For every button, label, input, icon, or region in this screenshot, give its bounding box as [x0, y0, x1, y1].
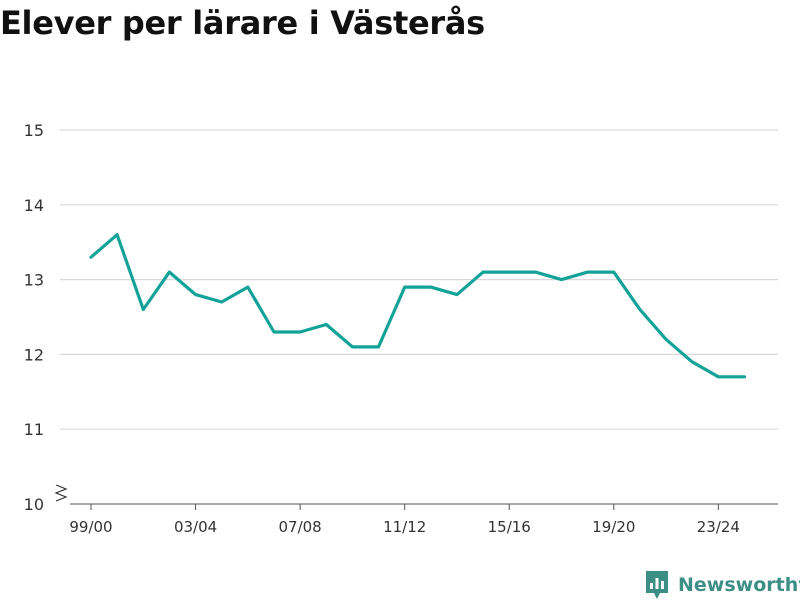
brand: Newsworthy — [644, 568, 800, 602]
data-point — [115, 233, 119, 236]
data-point — [508, 270, 511, 274]
y-tick-label: 10 — [24, 495, 44, 514]
data-point — [717, 375, 720, 379]
data-point — [194, 293, 197, 296]
x-tick-label: 15/16 — [488, 518, 531, 536]
y-axis: 10 11 12 13 14 15 — [24, 121, 44, 514]
data-point — [377, 345, 380, 349]
data-point — [691, 360, 694, 364]
data-point — [455, 293, 459, 296]
data-point — [142, 308, 145, 311]
x-tick-label: 11/12 — [383, 518, 426, 536]
data-point — [168, 270, 171, 274]
data-point — [220, 300, 223, 304]
data-point — [586, 270, 589, 274]
data-point — [664, 338, 668, 341]
x-tick-label: 03/04 — [174, 518, 217, 536]
data-point — [534, 270, 537, 274]
y-tick-label: 12 — [24, 345, 44, 364]
x-tick-label: 19/20 — [592, 518, 635, 536]
brand-name: Newsworthy — [678, 574, 800, 596]
series-group — [89, 233, 747, 379]
data-point — [612, 270, 615, 274]
x-tick-label: 99/00 — [69, 518, 112, 536]
x-tick-label: 07/08 — [279, 518, 322, 536]
data-point — [325, 323, 328, 326]
data-point — [743, 375, 746, 379]
data-point — [638, 308, 642, 311]
x-tick-label: 23/24 — [697, 518, 740, 536]
data-point — [246, 285, 250, 289]
data-point — [89, 255, 93, 259]
y-tick-label: 14 — [24, 196, 44, 215]
gridlines — [60, 129, 778, 430]
data-point — [403, 285, 406, 289]
data-point — [272, 330, 276, 334]
data-point — [298, 330, 302, 334]
x-axis: 99/00 03/04 07/08 11/12 15/16 19/20 23/24 — [54, 484, 778, 536]
chart-title: Elever per lärare i Västerås — [0, 4, 485, 42]
axis-break-icon — [54, 484, 68, 502]
y-tick-label: 13 — [24, 271, 44, 290]
newsworthy-logo-icon — [646, 571, 668, 599]
data-point — [351, 345, 354, 349]
series-line — [89, 233, 747, 379]
data-point — [481, 270, 485, 274]
y-tick-label: 15 — [24, 121, 44, 140]
data-point — [429, 285, 433, 289]
data-point — [560, 278, 563, 281]
y-tick-label: 11 — [24, 420, 44, 439]
